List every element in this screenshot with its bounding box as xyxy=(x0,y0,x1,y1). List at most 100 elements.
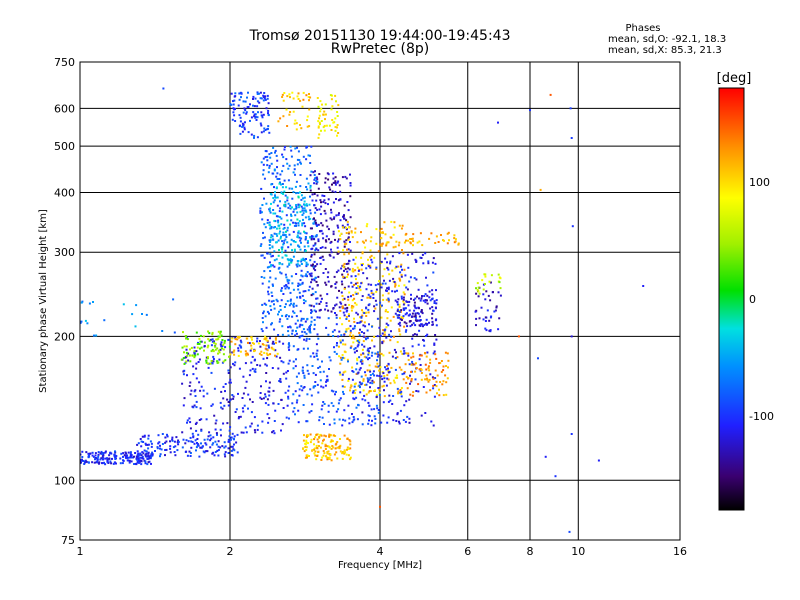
data-point xyxy=(208,332,211,335)
data-point xyxy=(319,262,322,265)
data-point xyxy=(294,173,296,176)
data-point xyxy=(136,461,139,464)
data-point xyxy=(308,203,311,206)
data-point xyxy=(334,304,336,307)
data-point xyxy=(343,434,346,437)
data-point xyxy=(348,303,351,306)
data-point xyxy=(376,351,379,354)
data-point xyxy=(331,94,333,97)
data-point xyxy=(195,421,198,424)
data-point xyxy=(387,268,390,271)
data-point xyxy=(122,455,124,458)
data-point xyxy=(399,409,402,412)
data-point xyxy=(431,293,434,296)
data-point xyxy=(303,222,306,225)
data-point xyxy=(260,124,263,127)
data-point xyxy=(570,137,573,139)
data-point xyxy=(220,406,223,409)
data-point xyxy=(287,362,290,365)
data-point xyxy=(210,437,213,440)
data-point xyxy=(381,385,384,388)
data-point xyxy=(301,105,304,108)
data-point xyxy=(341,378,344,381)
data-point xyxy=(499,294,502,297)
data-point xyxy=(292,210,295,213)
data-point xyxy=(125,456,127,459)
data-point xyxy=(373,305,376,308)
data-point xyxy=(301,330,304,333)
data-point xyxy=(352,336,355,339)
data-point xyxy=(212,355,215,358)
data-point xyxy=(370,258,373,261)
data-point xyxy=(279,318,282,321)
data-point xyxy=(169,445,172,448)
data-point xyxy=(261,116,264,119)
data-point xyxy=(347,237,350,240)
data-point xyxy=(341,176,344,179)
data-point xyxy=(394,290,396,293)
data-point xyxy=(307,245,310,248)
data-point xyxy=(329,188,332,191)
data-point xyxy=(368,296,371,299)
data-point xyxy=(354,291,357,294)
data-point xyxy=(338,371,341,374)
data-point xyxy=(207,357,209,360)
data-point xyxy=(231,445,234,448)
data-point xyxy=(332,172,335,175)
data-point xyxy=(359,360,362,363)
data-point xyxy=(315,433,318,436)
data-point xyxy=(304,238,307,241)
data-point xyxy=(172,298,175,301)
data-point xyxy=(267,390,270,393)
data-point xyxy=(217,330,220,333)
data-point xyxy=(349,389,351,392)
data-point xyxy=(304,443,307,446)
data-point xyxy=(314,243,317,246)
data-point xyxy=(437,241,440,243)
data-point xyxy=(113,456,116,459)
data-point xyxy=(417,319,420,322)
data-point xyxy=(335,281,338,284)
data-point xyxy=(302,372,305,374)
data-point xyxy=(294,147,297,150)
data-point xyxy=(169,447,172,450)
data-point xyxy=(339,301,342,304)
data-point xyxy=(315,297,318,300)
data-point xyxy=(239,350,242,353)
data-point xyxy=(232,350,235,353)
data-point xyxy=(289,326,292,329)
data-point xyxy=(336,181,339,184)
data-point xyxy=(358,339,361,342)
data-point xyxy=(212,358,215,360)
data-point xyxy=(360,353,363,356)
data-point xyxy=(334,393,336,396)
data-point xyxy=(380,375,383,378)
data-point xyxy=(497,273,500,276)
data-point xyxy=(342,311,345,314)
data-point xyxy=(217,440,220,443)
data-point xyxy=(382,298,385,301)
data-point xyxy=(272,430,275,432)
data-point xyxy=(227,369,230,372)
data-point xyxy=(322,113,325,116)
data-point xyxy=(433,343,436,346)
data-point xyxy=(161,443,164,445)
data-point xyxy=(304,204,307,207)
phase-stats-o: mean, sd,O: -92.1, 18.3 xyxy=(608,34,726,45)
data-point xyxy=(422,325,424,328)
data-point xyxy=(378,388,381,391)
data-point xyxy=(305,332,308,335)
data-point xyxy=(259,211,262,214)
data-point xyxy=(349,440,352,443)
data-point xyxy=(224,455,227,458)
data-point xyxy=(256,337,259,340)
data-point xyxy=(143,434,146,437)
data-point xyxy=(368,303,371,306)
data-point xyxy=(205,356,208,359)
data-point xyxy=(278,310,280,313)
data-point xyxy=(308,304,311,307)
data-point xyxy=(272,197,275,199)
data-point xyxy=(338,399,341,402)
data-point xyxy=(369,376,372,379)
data-point xyxy=(100,457,103,460)
